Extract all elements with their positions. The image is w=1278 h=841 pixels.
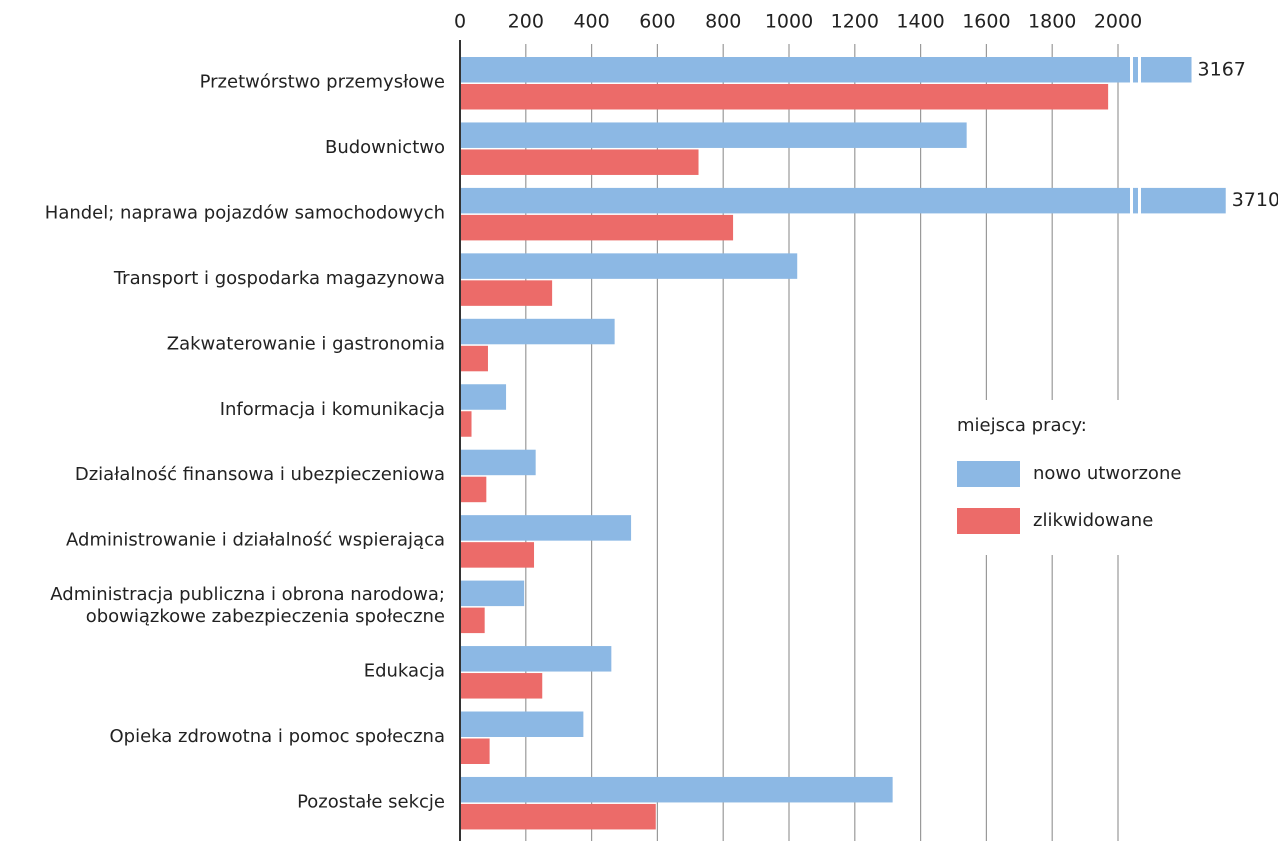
x-tick-label: 800 xyxy=(705,11,741,33)
x-tick-label: 1800 xyxy=(1028,11,1076,33)
bar xyxy=(460,253,798,279)
bar xyxy=(460,776,893,803)
legend-label: zlikwidowane xyxy=(1033,510,1153,531)
bar xyxy=(460,214,734,241)
category-label-line: Administracja publiczna i obrona narodow… xyxy=(50,584,445,605)
bar xyxy=(460,449,536,476)
bar xyxy=(460,149,699,175)
bar xyxy=(460,84,1109,110)
category-label: Przetwórstwo przemysłowe xyxy=(200,72,445,93)
bar xyxy=(460,515,632,541)
category-label: Administracja publiczna i obrona narodow… xyxy=(50,584,445,627)
category-label: Handel; naprawa pojazdów samochodowych xyxy=(45,202,445,223)
bar xyxy=(460,580,525,607)
bar xyxy=(460,673,543,699)
legend-label: nowo utworzone xyxy=(1033,463,1181,484)
bar xyxy=(460,711,584,737)
bar xyxy=(460,318,615,345)
bar xyxy=(460,803,656,830)
category-label: Budownictwo xyxy=(325,137,445,158)
bar xyxy=(460,280,553,306)
category-label: Zakwaterowanie i gastronomia xyxy=(167,333,445,354)
bar xyxy=(460,57,1192,83)
x-tick-label: 600 xyxy=(639,11,675,33)
category-label: Administrowanie i działalność wspierając… xyxy=(66,530,445,551)
x-tick-label: 200 xyxy=(508,11,544,33)
category-label: Informacja i komunikacja xyxy=(220,399,445,420)
bar xyxy=(460,607,485,634)
x-tick-label: 400 xyxy=(573,11,609,33)
x-tick-label: 1400 xyxy=(896,11,944,33)
x-tick-label: 1000 xyxy=(765,11,813,33)
value-label: 3710 xyxy=(1232,189,1278,211)
axis-break xyxy=(1130,56,1133,84)
value-label: 3167 xyxy=(1198,58,1246,80)
x-tick-label: 0 xyxy=(454,11,466,33)
category-label: Działalność finansowa i ubezpieczeniowa xyxy=(75,464,445,485)
axis-break xyxy=(1138,186,1141,215)
bar xyxy=(460,646,612,672)
legend-title: miejsca pracy: xyxy=(957,415,1087,436)
bar xyxy=(460,476,487,503)
category-label-line: obowiązkowe zabezpieczenia społeczne xyxy=(86,606,445,627)
x-tick-label: 1600 xyxy=(962,11,1010,33)
legend-swatch xyxy=(957,508,1020,534)
axis-break xyxy=(1130,186,1133,215)
bar xyxy=(460,187,1226,214)
category-label: Pozostałe sekcje xyxy=(297,791,445,812)
category-label: Opieka zdrowotna i pomoc społeczna xyxy=(110,726,446,747)
bar xyxy=(460,122,967,148)
bar xyxy=(460,738,490,764)
bar xyxy=(460,542,535,568)
x-tick-label: 2000 xyxy=(1094,11,1142,33)
category-label: Edukacja xyxy=(364,661,445,682)
legend-swatch xyxy=(957,461,1020,487)
category-label: Transport i gospodarka magazynowa xyxy=(113,268,445,289)
bar xyxy=(460,384,507,410)
x-tick-label: 1200 xyxy=(831,11,879,33)
bar xyxy=(460,345,488,372)
bar xyxy=(460,411,472,437)
axis-break xyxy=(1138,56,1141,84)
